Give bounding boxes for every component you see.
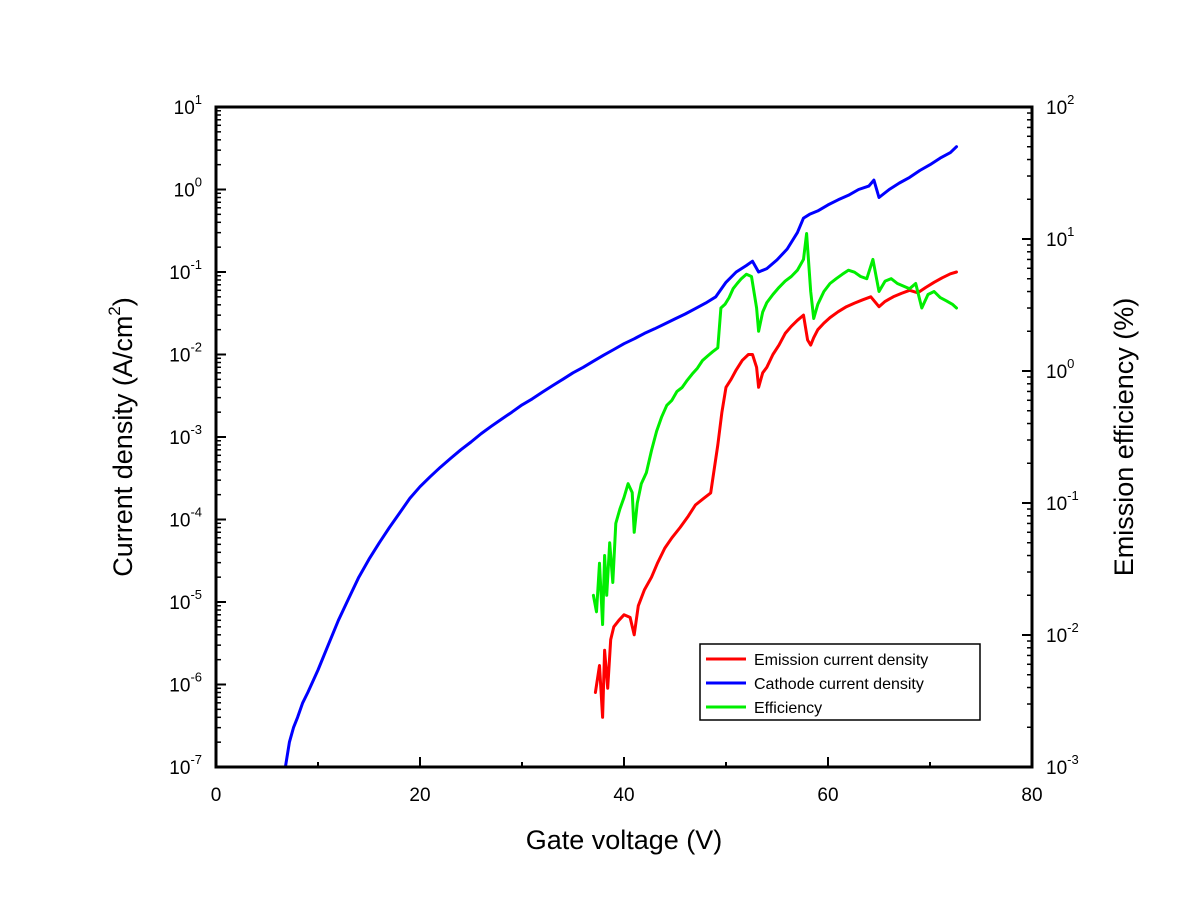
y-axis-right-title: Emission efficiency (%) [1109, 298, 1139, 577]
legend-box [699, 643, 981, 721]
y-left-tick-label: 10-6 [169, 670, 202, 697]
legend-label: Efficiency [754, 700, 822, 717]
ticks-layer: 0 20 40 60 80 101 100 10-1 10-2 10-3 10-4 10-5 10-6 1… [169, 92, 1078, 806]
y-left-tick-label: 10-7 [169, 752, 202, 779]
x-tick-label: 40 [613, 785, 634, 806]
y-right-tick-label: 10-2 [1046, 620, 1079, 647]
y-axis-left-title-main: Current density (A/cm [108, 316, 138, 577]
y-axis-left-title: Current density (A/cm2) [105, 297, 138, 577]
y-right-tick-label: 102 [1046, 92, 1074, 119]
x-tick-label: 0 [211, 785, 222, 806]
series-layer [283, 145, 958, 769]
legend-label: Emission current density [754, 652, 928, 669]
y-right-tick-label: 100 [1046, 356, 1074, 383]
y-right-tick-label: 10-3 [1046, 752, 1079, 779]
legend: Emission current density Cathode current … [699, 643, 981, 721]
y-right-tick-label: 10-1 [1046, 488, 1079, 515]
x-tick-label: 80 [1021, 785, 1042, 806]
y-left-tick-label: 10-5 [169, 587, 202, 614]
y-left-tick-label: 101 [174, 92, 202, 119]
labels-layer: Gate voltage (V) Current density (A/cm2)… [105, 297, 1139, 855]
y-left-tick-label: 100 [174, 175, 202, 202]
y-left-tick-label: 10-2 [169, 340, 202, 367]
y-left-tick-label: 10-1 [169, 257, 202, 284]
legend-label: Cathode current density [754, 676, 924, 693]
y-axis-left-title-sup: 2 [105, 306, 124, 315]
x-tick-label: 20 [409, 785, 430, 806]
x-axis-title: Gate voltage (V) [526, 825, 723, 855]
x-tick-label: 60 [817, 785, 838, 806]
y-right-tick-label: 101 [1046, 224, 1074, 251]
y-left-tick-label: 10-4 [169, 505, 202, 532]
series-line-1 [593, 270, 958, 719]
y-axis-left-title-close: ) [108, 297, 138, 306]
y-left-tick-label: 10-3 [169, 422, 202, 449]
series-line-2 [283, 145, 958, 769]
series-line-3 [591, 232, 958, 626]
